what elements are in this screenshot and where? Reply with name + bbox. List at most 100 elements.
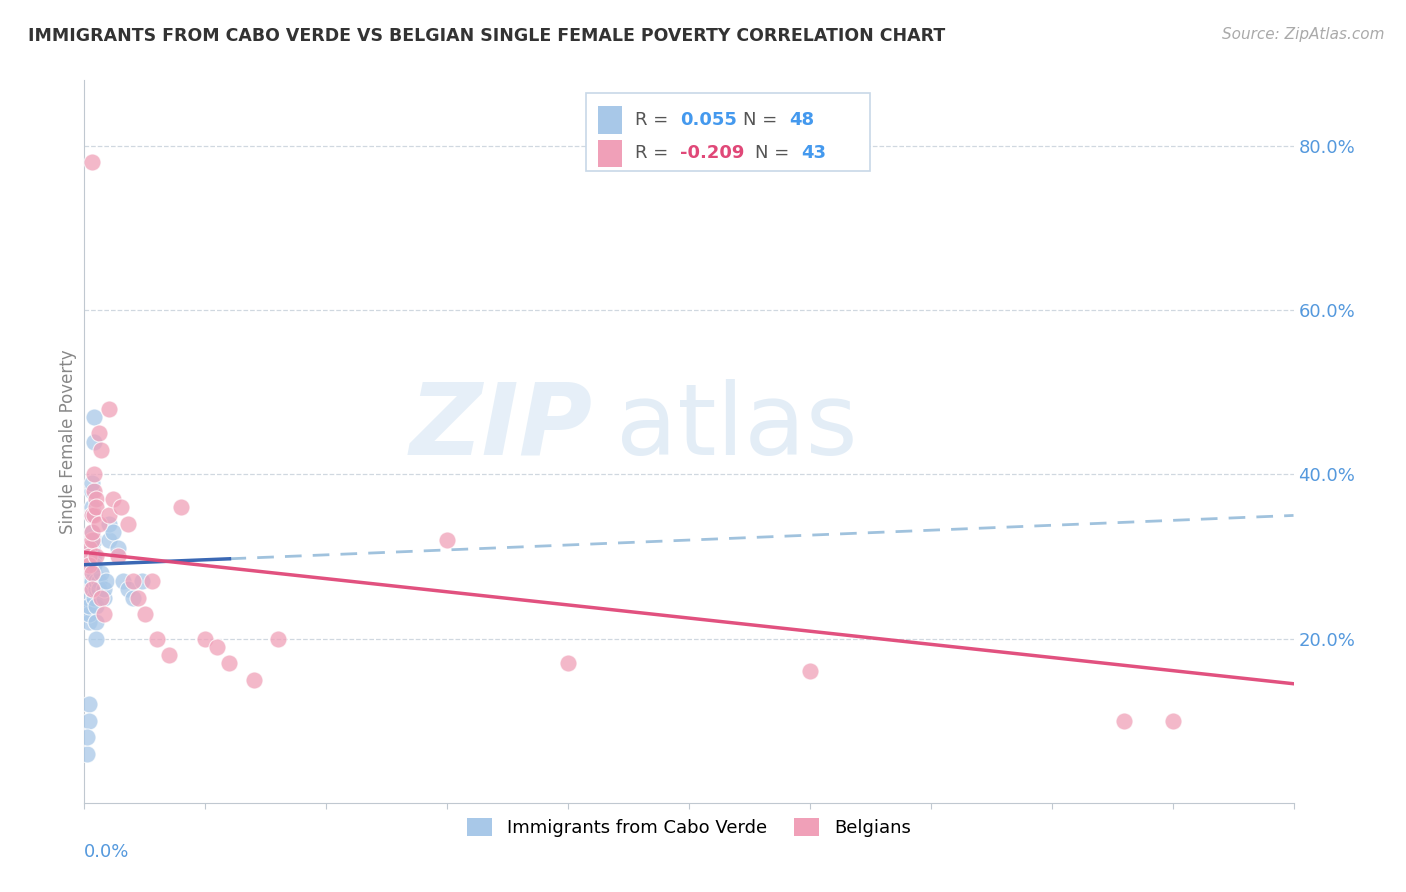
- Point: [97, 401, 120, 416]
- Point: [131, 574, 153, 588]
- Point: [83, 508, 105, 523]
- Text: Source: ZipAtlas.com: Source: ZipAtlas.com: [1222, 27, 1385, 42]
- Point: [86, 582, 108, 597]
- Point: [83, 566, 105, 580]
- Point: [76, 747, 98, 761]
- Point: [134, 607, 156, 621]
- Point: [86, 599, 108, 613]
- Point: [83, 434, 105, 449]
- Point: [80, 549, 103, 564]
- Point: [194, 632, 217, 646]
- Point: [146, 632, 169, 646]
- Text: ZIP: ZIP: [409, 378, 592, 475]
- Text: 0.0%: 0.0%: [84, 843, 129, 861]
- Point: [557, 657, 579, 671]
- Point: [86, 500, 108, 515]
- Point: [86, 549, 108, 564]
- Point: [80, 475, 103, 490]
- Point: [77, 615, 100, 630]
- Point: [436, 533, 458, 547]
- Point: [799, 665, 821, 679]
- Point: [1114, 714, 1136, 728]
- Point: [80, 574, 103, 588]
- Point: [77, 599, 100, 613]
- Text: N =: N =: [755, 145, 796, 162]
- Point: [207, 640, 229, 654]
- Point: [80, 541, 103, 556]
- Y-axis label: Single Female Poverty: Single Female Poverty: [59, 350, 77, 533]
- Point: [121, 591, 143, 605]
- Point: [77, 698, 100, 712]
- Point: [80, 155, 103, 169]
- Point: [242, 673, 264, 687]
- Point: [83, 409, 105, 424]
- Text: 0.055: 0.055: [681, 111, 737, 128]
- Point: [80, 524, 103, 539]
- Point: [76, 730, 98, 744]
- Text: 48: 48: [789, 111, 814, 128]
- Point: [83, 591, 105, 605]
- Text: -0.209: -0.209: [681, 145, 745, 162]
- Point: [141, 574, 163, 588]
- Point: [83, 533, 105, 547]
- Point: [83, 558, 105, 572]
- Point: [87, 426, 110, 441]
- Point: [103, 491, 125, 506]
- Point: [117, 516, 139, 531]
- Point: [93, 607, 115, 621]
- Bar: [599, 106, 623, 134]
- Point: [80, 582, 103, 597]
- Point: [90, 591, 112, 605]
- Legend: Immigrants from Cabo Verde, Belgians: Immigrants from Cabo Verde, Belgians: [460, 811, 918, 845]
- Point: [94, 574, 117, 588]
- Point: [103, 524, 125, 539]
- Point: [90, 442, 112, 457]
- Point: [80, 582, 103, 597]
- Point: [80, 533, 103, 547]
- Point: [107, 549, 129, 564]
- Point: [157, 648, 180, 662]
- Point: [77, 591, 100, 605]
- Point: [112, 574, 135, 588]
- Point: [80, 483, 103, 498]
- Point: [77, 566, 100, 580]
- Point: [86, 615, 108, 630]
- Text: atlas: atlas: [616, 378, 858, 475]
- Text: N =: N =: [744, 111, 783, 128]
- Point: [97, 516, 120, 531]
- Point: [107, 541, 129, 556]
- Point: [80, 558, 103, 572]
- Point: [86, 632, 108, 646]
- Point: [93, 582, 115, 597]
- Point: [87, 574, 110, 588]
- Point: [83, 467, 105, 482]
- Point: [77, 549, 100, 564]
- Point: [121, 574, 143, 588]
- FancyBboxPatch shape: [586, 93, 870, 170]
- Point: [77, 558, 100, 572]
- Point: [80, 524, 103, 539]
- Point: [77, 574, 100, 588]
- Text: 43: 43: [801, 145, 827, 162]
- Point: [80, 508, 103, 523]
- Point: [110, 500, 132, 515]
- Point: [77, 714, 100, 728]
- Point: [80, 566, 103, 580]
- Point: [93, 591, 115, 605]
- Text: R =: R =: [634, 145, 673, 162]
- Point: [77, 541, 100, 556]
- Point: [80, 508, 103, 523]
- Point: [87, 582, 110, 597]
- Point: [1161, 714, 1184, 728]
- Point: [127, 591, 149, 605]
- Point: [80, 549, 103, 564]
- Point: [83, 483, 105, 498]
- Bar: [599, 140, 623, 167]
- Point: [97, 533, 120, 547]
- Point: [80, 500, 103, 515]
- Point: [218, 657, 240, 671]
- Point: [86, 574, 108, 588]
- Text: R =: R =: [634, 111, 673, 128]
- Point: [86, 491, 108, 506]
- Point: [97, 508, 120, 523]
